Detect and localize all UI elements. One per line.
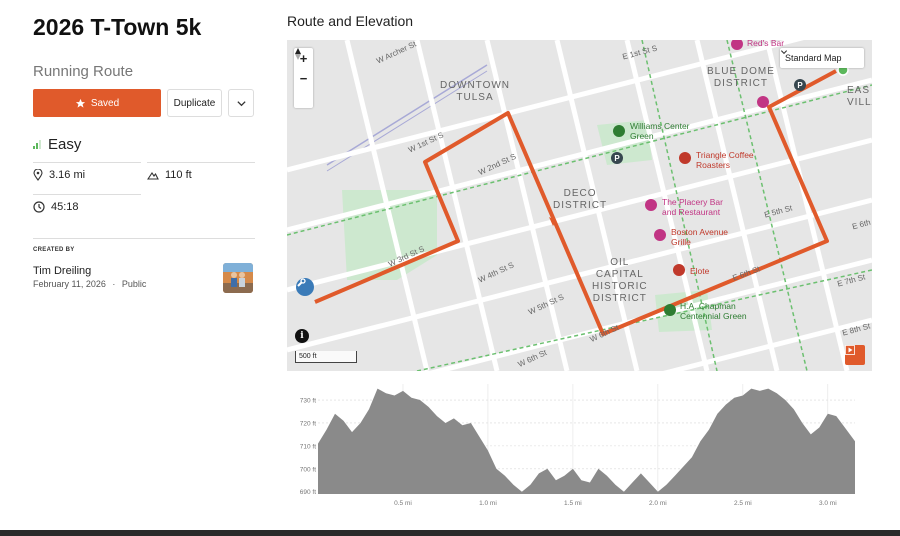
poi-label[interactable]: Red's Bar [747, 40, 785, 48]
divider [33, 194, 141, 195]
x-tick-label: 1.0 mi [479, 500, 497, 507]
x-tick-label: 3.0 mi [819, 500, 837, 507]
compass-button[interactable] [294, 48, 313, 108]
difficulty: Easy [33, 136, 81, 153]
elevation-chart[interactable]: 690 ft 700 ft 710 ft 720 ft 730 ft 0.5 mi 1.0 … [287, 380, 872, 510]
distance-stat: 3.16 mi [33, 169, 85, 181]
section-title: Route and Elevation [287, 13, 414, 29]
y-tick-label: 730 ft [300, 398, 316, 405]
wrench-icon [297, 278, 306, 287]
map-style-select[interactable]: Standard Map [780, 48, 864, 68]
compass-icon [295, 48, 301, 60]
x-tick-label: 2.0 mi [649, 500, 667, 507]
route-map[interactable]: P P DOWNTOWN TULSA BLUE DOME DISTRICT DE… [287, 40, 872, 371]
map-tool-button[interactable] [296, 278, 314, 296]
chevron-down-icon [780, 50, 788, 55]
saved-button[interactable]: Saved [33, 89, 161, 117]
star-icon [75, 98, 85, 108]
elevation-area [318, 388, 855, 494]
play-icon [845, 345, 855, 355]
zoom-controls: + − [294, 48, 313, 108]
district-label: DECO DISTRICT [553, 188, 608, 211]
divider [147, 162, 255, 163]
poi-label[interactable]: The Placery Bar and Restaurant [662, 197, 723, 217]
signal-bars-icon [33, 140, 41, 149]
district-label: BLUE DOME DISTRICT [707, 66, 775, 89]
visibility-label: Public [121, 279, 147, 289]
y-tick-label: 700 ft [300, 466, 316, 473]
avatar[interactable] [223, 263, 253, 293]
mountain-icon [147, 172, 159, 180]
play-route-button[interactable] [845, 345, 865, 365]
y-tick-label: 710 ft [300, 443, 316, 450]
zoom-in-button[interactable]: + [299, 50, 308, 66]
x-tick-label: 1.5 mi [564, 500, 582, 507]
x-tick-label: 2.5 mi [734, 500, 752, 507]
elevation-value: 110 ft [165, 169, 192, 181]
poi-label[interactable]: Triangle Coffee Roasters [696, 150, 754, 170]
x-tick-label: 0.5 mi [394, 500, 412, 507]
map-scale: 500 ft [295, 351, 357, 363]
svg-text:P: P [614, 154, 620, 163]
distance-value: 3.16 mi [49, 169, 86, 181]
zoom-out-button[interactable]: − [299, 70, 308, 86]
created-date: February 11, 2026 [33, 279, 106, 289]
map-style-label: Standard Map [785, 53, 842, 63]
poi-label[interactable]: Elote [690, 266, 710, 276]
district-label: DOWNTOWN TULSA [440, 80, 511, 103]
page-title: 2026 T-Town 5k [33, 14, 202, 40]
location-pin-icon [33, 169, 43, 181]
author-name[interactable]: Tim Dreiling [33, 265, 92, 277]
duration-stat: 45:18 [33, 201, 79, 213]
more-options-button[interactable] [228, 89, 254, 117]
poi-label[interactable]: Williams Center Green [630, 121, 690, 141]
elevation-stat: 110 ft [147, 169, 192, 181]
bottom-bar [0, 530, 900, 536]
y-tick-label: 690 ft [300, 489, 316, 496]
y-tick-label: 720 ft [300, 420, 316, 427]
map-info-button[interactable]: i [295, 329, 309, 343]
poi-label[interactable]: H.A. Chapman Centennial Green [680, 301, 747, 321]
saved-label: Saved [90, 97, 120, 109]
district-label: OIL CAPITAL HISTORIC DISTRICT [592, 257, 648, 304]
difficulty-label: Easy [48, 136, 82, 153]
route-type: Running Route [33, 63, 134, 80]
duration-value: 45:18 [51, 201, 79, 213]
created-by-label: CREATED BY [33, 247, 75, 253]
clock-icon [33, 201, 45, 213]
duplicate-button[interactable]: Duplicate [167, 89, 222, 117]
district-label: EAS VILLA [847, 85, 872, 108]
divider [33, 162, 141, 163]
avatar-photo [223, 263, 253, 293]
meta-separator: · [112, 279, 116, 289]
poi-label[interactable]: Boston Avenue Grille [671, 227, 729, 247]
author-meta: February 11, 2026 · Public [33, 279, 146, 289]
svg-text:P: P [797, 81, 803, 90]
divider [33, 238, 255, 239]
map-canvas: P P [287, 40, 872, 371]
chevron-down-icon [236, 100, 246, 106]
